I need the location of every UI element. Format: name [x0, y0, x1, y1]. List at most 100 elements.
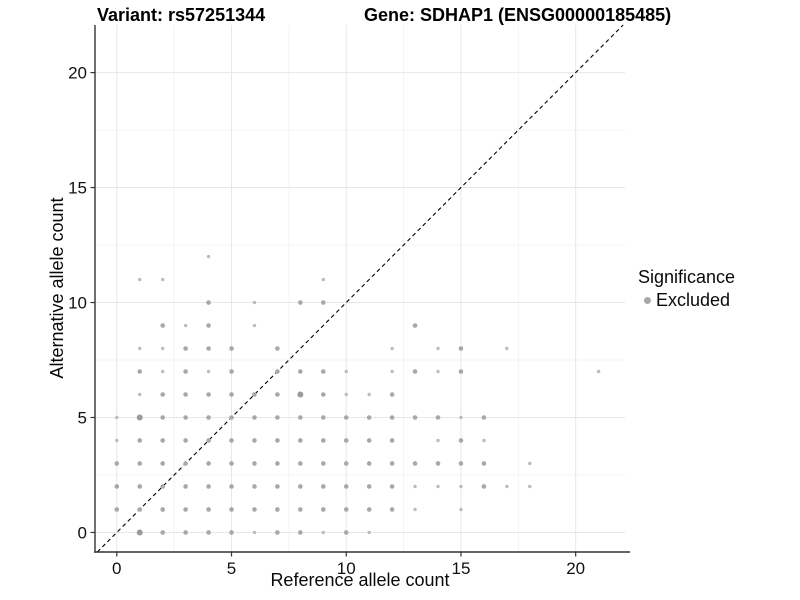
- scatter-point: [389, 392, 395, 397]
- scatter-point: [344, 369, 348, 374]
- scatter-point: [320, 484, 326, 489]
- scatter-point: [436, 484, 440, 489]
- scatter-point: [596, 369, 601, 374]
- scatter-point: [229, 461, 234, 466]
- x-tick-label: 5: [227, 559, 236, 578]
- scatter-point: [413, 484, 417, 489]
- legend-title: Significance: [638, 267, 736, 287]
- scatter-point: [115, 438, 119, 443]
- scatter-point: [366, 438, 372, 443]
- scatter-point: [275, 484, 280, 489]
- scatter-point: [206, 369, 211, 374]
- scatter-point: [320, 369, 326, 374]
- gene-title: Gene: SDHAP1 (ENSG00000185485): [364, 5, 672, 25]
- scatter-point: [505, 484, 509, 489]
- scatter-point: [389, 461, 395, 466]
- scatter-point: [160, 438, 165, 443]
- scatter-point: [320, 461, 326, 466]
- scatter-point: [252, 415, 257, 420]
- scatter-point: [206, 392, 211, 397]
- scatter-point: [160, 484, 165, 489]
- scatter-point: [136, 414, 143, 421]
- scatter-point: [252, 438, 257, 443]
- scatter-point: [229, 415, 234, 420]
- scatter-point: [252, 507, 257, 512]
- scatter-point: [160, 461, 165, 466]
- scatter-point: [459, 507, 463, 512]
- x-tick-label: 20: [566, 559, 585, 578]
- scatter-point: [320, 300, 326, 305]
- scatter-point: [298, 438, 303, 443]
- scatter-point: [298, 415, 303, 420]
- scatter-point: [160, 415, 165, 420]
- scatter-point: [206, 530, 211, 535]
- legend-item-label: Excluded: [656, 290, 731, 310]
- scatter-point: [343, 507, 349, 512]
- scatter-point: [206, 254, 211, 259]
- scatter-point: [206, 323, 211, 328]
- scatter-point: [160, 392, 165, 397]
- scatter-point: [137, 484, 143, 489]
- scatter-point: [252, 484, 257, 489]
- scatter-point: [320, 392, 326, 397]
- scatter-point: [206, 461, 211, 466]
- scatter-point: [366, 507, 372, 512]
- scatter-point: [436, 438, 440, 443]
- scatter-point: [459, 484, 463, 489]
- scatter-point: [229, 484, 234, 489]
- scatter-point: [275, 438, 280, 443]
- scatter-point: [297, 391, 304, 398]
- scatter-point: [160, 323, 165, 328]
- scatter-point: [229, 438, 234, 443]
- scatter-point: [481, 461, 487, 466]
- scatter-point: [115, 415, 119, 420]
- scatter-point: [160, 277, 165, 282]
- scatter-point: [114, 507, 120, 512]
- scatter-point: [137, 507, 143, 512]
- scatter-point: [389, 415, 395, 420]
- scatter-point: [275, 530, 280, 535]
- scatter-point: [206, 507, 211, 512]
- y-axis-title: Alternative allele count: [47, 197, 67, 379]
- scatter-point: [343, 530, 349, 535]
- scatter-point: [137, 369, 143, 374]
- scatter-point: [458, 461, 464, 466]
- scatter-point: [298, 461, 303, 466]
- scatter-point: [138, 277, 142, 282]
- scatter-point: [136, 529, 143, 536]
- scatter-point: [183, 530, 188, 535]
- scatter-point: [343, 461, 349, 466]
- scatter-point: [183, 369, 188, 374]
- scatter-point: [206, 484, 211, 489]
- excluded-point-icon: [644, 297, 651, 304]
- scatter-point: [137, 438, 143, 443]
- scatter-point: [458, 346, 464, 351]
- scatter-point: [435, 415, 441, 420]
- scatter-point: [413, 507, 417, 512]
- scatter-point: [367, 392, 371, 397]
- scatter-point: [206, 300, 211, 305]
- scatter-point: [160, 369, 165, 374]
- scatter-point: [505, 346, 509, 351]
- scatter-point: [252, 392, 257, 397]
- scatter-point: [298, 507, 303, 512]
- scatter-point: [459, 415, 463, 420]
- scatter-point: [137, 461, 143, 466]
- scatter-point: [367, 530, 371, 535]
- scatter-point: [458, 438, 464, 443]
- scatter-point: [252, 530, 257, 535]
- scatter-point: [183, 323, 188, 328]
- scatter-point: [412, 369, 418, 374]
- scatter-point: [252, 461, 257, 466]
- variant-title: Variant: rs57251344: [97, 5, 266, 25]
- scatter-point: [229, 530, 234, 535]
- scatter-point: [390, 346, 394, 351]
- scatter-point: [481, 484, 487, 489]
- scatter-point: [206, 346, 211, 351]
- scatter-point: [160, 507, 165, 512]
- scatter-point: [138, 392, 142, 397]
- scatter-point: [389, 507, 395, 512]
- scatter-point: [275, 392, 280, 397]
- scatter-point: [275, 415, 280, 420]
- scatter-point: [481, 415, 487, 420]
